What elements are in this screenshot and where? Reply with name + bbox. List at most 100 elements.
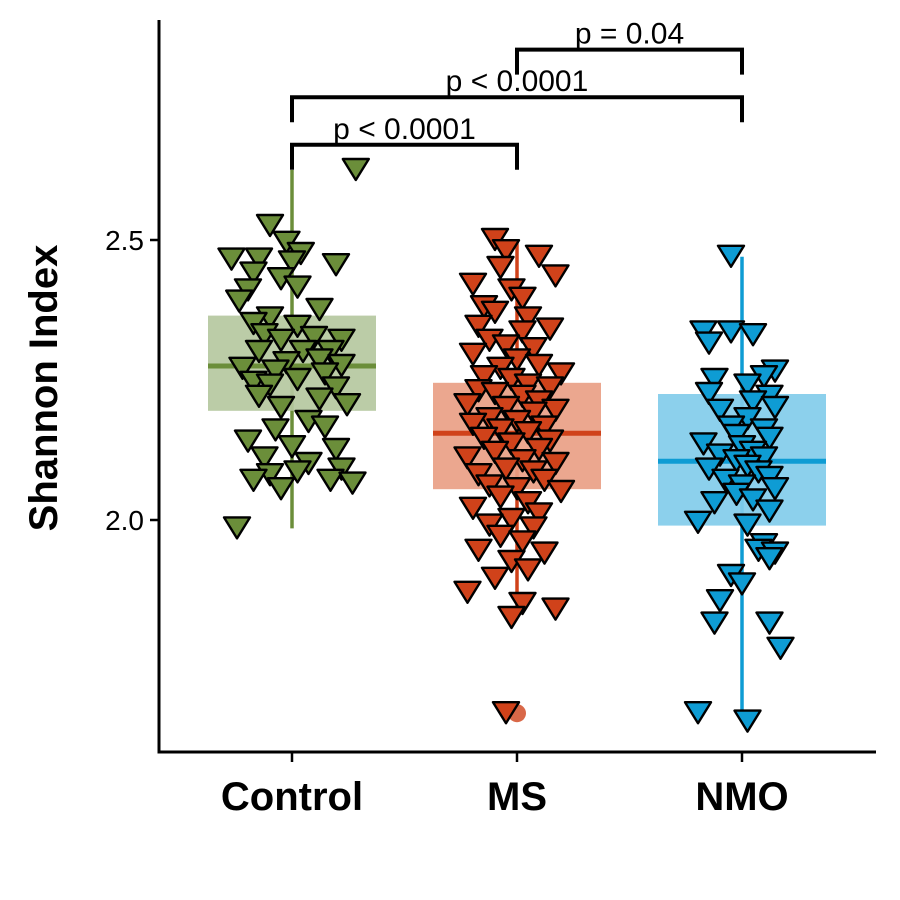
- points-layer: [217, 157, 795, 733]
- data-point-nmo-34: [700, 491, 729, 515]
- data-point-ms-63: [508, 530, 537, 554]
- data-point-ms-61: [519, 516, 548, 540]
- data-point-control-42: [277, 435, 307, 459]
- data-point-nmo-4: [694, 331, 724, 355]
- data-point-nmo-13: [705, 398, 735, 422]
- data-point-nmo-7: [700, 367, 729, 392]
- x-tick-label-ms: MS: [487, 775, 547, 819]
- data-point-control-39: [261, 418, 290, 442]
- data-point-nmo-46: [700, 611, 729, 635]
- data-point-ms-48: [491, 457, 521, 481]
- data-point-nmo-8: [733, 373, 762, 397]
- data-point-control-1: [255, 213, 285, 238]
- significance-bracket-1: [290, 95, 744, 123]
- data-point-control-12: [224, 289, 254, 313]
- data-point-nmo-11: [738, 390, 768, 414]
- data-point-ms-47: [541, 451, 570, 476]
- data-point-control-41: [233, 429, 263, 453]
- data-point-control-43: [321, 437, 351, 462]
- data-point-ms-17: [458, 342, 488, 366]
- data-point-control-5: [277, 250, 307, 274]
- data-point-ms-19: [524, 353, 554, 378]
- data-point-ms-40: [469, 426, 499, 450]
- data-point-control-53: [222, 516, 252, 540]
- data-point-nmo-0: [716, 244, 746, 268]
- data-point-ms-9: [480, 300, 510, 324]
- data-point-ms-70: [508, 591, 537, 616]
- data-point-nmo-35: [755, 499, 784, 523]
- data-point-control-35: [305, 387, 334, 411]
- data-point-ms-3: [486, 255, 515, 280]
- data-point-control-7: [321, 252, 351, 277]
- data-point-control-24: [305, 348, 334, 372]
- data-point-nmo-3: [738, 323, 768, 347]
- data-point-control-27: [228, 356, 257, 380]
- significance-bracket-0: [290, 142, 519, 170]
- y-tick-label-1: 2.5: [105, 225, 144, 256]
- data-point-nmo-9: [694, 381, 724, 406]
- data-point-ms-1: [491, 238, 521, 263]
- data-point-nmo-2: [716, 320, 746, 344]
- data-point-ms-68: [480, 566, 510, 590]
- data-point-nmo-37: [733, 513, 762, 537]
- data-point-ms-27: [480, 381, 510, 406]
- data-point-nmo-44: [705, 589, 735, 613]
- data-point-ms-45: [453, 446, 482, 470]
- data-point-control-21: [244, 339, 274, 364]
- data-point-ms-62: [486, 524, 515, 548]
- data-point-ms-71: [541, 597, 570, 621]
- data-point-ms-64: [464, 538, 493, 562]
- data-point-control-18: [266, 328, 296, 352]
- data-point-control-48: [283, 460, 312, 484]
- data-point-ms-2: [524, 244, 554, 268]
- data-point-control-50: [239, 468, 268, 492]
- data-point-nmo-45: [755, 611, 784, 635]
- data-point-nmo-47: [766, 636, 795, 660]
- data-point-ms-73: [491, 701, 521, 725]
- data-point-control-4: [217, 247, 246, 271]
- data-point-control-40: [310, 415, 340, 439]
- data-point-ms-12: [535, 317, 565, 341]
- data-point-ms-13: [508, 320, 537, 344]
- y-tick-label-0: 2.0: [105, 505, 144, 536]
- data-point-nmo-18: [755, 426, 784, 450]
- data-point-ms-15: [491, 334, 521, 358]
- data-point-ms-4: [541, 264, 570, 288]
- data-point-nmo-49: [733, 709, 762, 733]
- data-point-nmo-12: [760, 395, 790, 420]
- data-point-ms-36: [458, 412, 488, 436]
- data-point-control-19: [299, 325, 329, 350]
- data-point-control-0: [341, 157, 370, 182]
- data-point-control-30: [283, 367, 312, 392]
- data-point-nmo-48: [683, 701, 713, 725]
- data-point-ms-30: [453, 393, 482, 417]
- data-point-ms-55: [486, 485, 515, 509]
- x-tick-label-nmo: NMO: [695, 775, 788, 819]
- data-point-ms-21: [546, 362, 576, 386]
- data-point-control-49: [316, 468, 345, 492]
- significance-label-0: p < 0.0001: [333, 113, 476, 146]
- ticks-layer: Control MS NMO 2.0 2.5: [105, 225, 789, 819]
- data-point-ms-5: [458, 272, 488, 296]
- data-point-control-6: [244, 247, 274, 271]
- data-point-control-37: [332, 393, 362, 417]
- data-point-ms-10: [513, 306, 543, 330]
- data-point-control-29: [310, 362, 340, 386]
- data-point-control-36: [266, 395, 296, 420]
- significance-bracket-2: [515, 47, 744, 75]
- data-point-control-44: [250, 446, 279, 470]
- data-point-ms-22: [469, 365, 499, 389]
- data-point-ms-59: [497, 507, 526, 532]
- data-point-ms-32: [541, 398, 570, 422]
- data-point-control-11: [283, 275, 312, 299]
- data-point-ms-54: [546, 479, 576, 504]
- data-point-ms-69: [453, 580, 482, 604]
- data-point-nmo-41: [755, 547, 784, 571]
- data-point-ms-7: [508, 286, 537, 310]
- significance-label-2: p = 0.04: [575, 18, 684, 51]
- data-point-control-51: [266, 477, 296, 501]
- data-point-control-28: [261, 359, 290, 383]
- data-point-ms-65: [530, 541, 559, 565]
